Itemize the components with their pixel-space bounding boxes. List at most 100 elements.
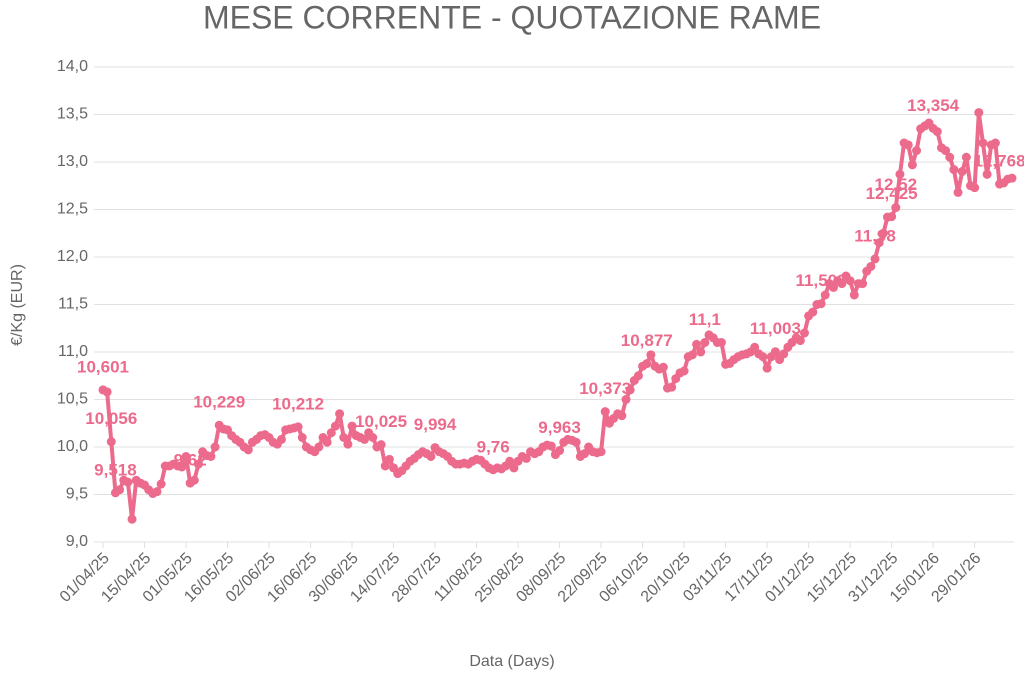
point (206, 452, 216, 461)
point (376, 440, 386, 450)
data-label: 9,76 (477, 437, 510, 456)
point (770, 347, 780, 357)
point (907, 160, 917, 170)
point (1007, 173, 1017, 183)
point (903, 140, 913, 150)
x-axis-label: Data (Days) (469, 653, 554, 670)
point (343, 439, 353, 449)
point (858, 279, 868, 289)
point (750, 342, 760, 352)
point (625, 385, 635, 395)
data-label: 10,601 (77, 357, 129, 376)
point (600, 407, 610, 417)
point (779, 349, 789, 359)
point (102, 387, 112, 397)
point (799, 328, 809, 338)
point (953, 187, 963, 197)
y-tick-label: 10,5 (57, 391, 88, 408)
point (891, 203, 901, 213)
point (106, 437, 116, 447)
point (878, 228, 888, 238)
point (335, 409, 345, 419)
point (849, 290, 859, 300)
point (679, 366, 689, 376)
y-tick-label: 9,0 (66, 533, 88, 550)
point (571, 437, 581, 447)
data-label: 10,212 (272, 394, 324, 413)
point (845, 276, 855, 286)
y-tick-label: 9,5 (66, 486, 88, 503)
point (970, 183, 980, 193)
point (932, 127, 942, 137)
point (326, 428, 336, 438)
data-label: 10,877 (621, 331, 673, 350)
y-tick-label: 10,0 (57, 438, 88, 455)
data-label: 12,768 (974, 152, 1024, 171)
point (912, 146, 922, 156)
point (957, 167, 967, 176)
point (210, 442, 220, 452)
point (505, 456, 515, 466)
data-label: 11,98 (854, 226, 896, 245)
y-tick-label: 11,5 (58, 296, 88, 313)
data-label: 9,994 (414, 415, 457, 434)
point (874, 238, 884, 248)
point (347, 421, 357, 431)
point (521, 453, 531, 463)
y-tick-label: 13,0 (57, 153, 88, 170)
point (687, 350, 697, 360)
point (633, 371, 643, 381)
point (837, 279, 847, 289)
point (621, 395, 631, 404)
data-label: 10,025 (355, 412, 407, 431)
point (579, 449, 589, 459)
point (700, 338, 710, 347)
point (380, 461, 390, 471)
point (795, 336, 805, 346)
point (359, 434, 369, 444)
data-label: 13,354 (907, 96, 960, 115)
data-label: 9,62 (174, 451, 207, 470)
point (820, 290, 830, 300)
point (276, 434, 286, 444)
point (949, 165, 959, 175)
point (762, 363, 772, 373)
point (974, 108, 984, 118)
point (667, 382, 677, 392)
point (127, 514, 137, 524)
point (658, 362, 668, 372)
point (193, 459, 203, 469)
point (808, 307, 818, 317)
point (189, 475, 199, 485)
point (941, 146, 951, 156)
data-label: 10,373 (579, 379, 631, 398)
point (115, 485, 125, 495)
point (322, 437, 332, 447)
point (696, 347, 706, 357)
data-label: 11,003 (750, 319, 801, 338)
point (895, 169, 905, 179)
data-label: 10,056 (85, 409, 137, 428)
data-label: 9,518 (94, 460, 137, 479)
point (692, 339, 702, 349)
point (509, 463, 519, 473)
y-axis-label: €/Kg (EUR) (9, 264, 26, 346)
point (152, 487, 162, 497)
data-label: 9,963 (538, 418, 581, 437)
point (123, 477, 133, 487)
data-label: 10,229 (193, 393, 245, 412)
point (426, 452, 436, 461)
data-label: 12,52 (875, 175, 918, 194)
point (297, 433, 307, 442)
point (293, 422, 303, 432)
point (177, 462, 187, 472)
point (555, 446, 565, 456)
point (596, 447, 606, 457)
point (314, 442, 324, 452)
point (870, 254, 880, 264)
y-tick-label: 13,5 (57, 106, 88, 123)
data-label: 12,425 (866, 184, 918, 203)
y-tick-label: 12,0 (57, 248, 88, 265)
point (156, 479, 166, 489)
